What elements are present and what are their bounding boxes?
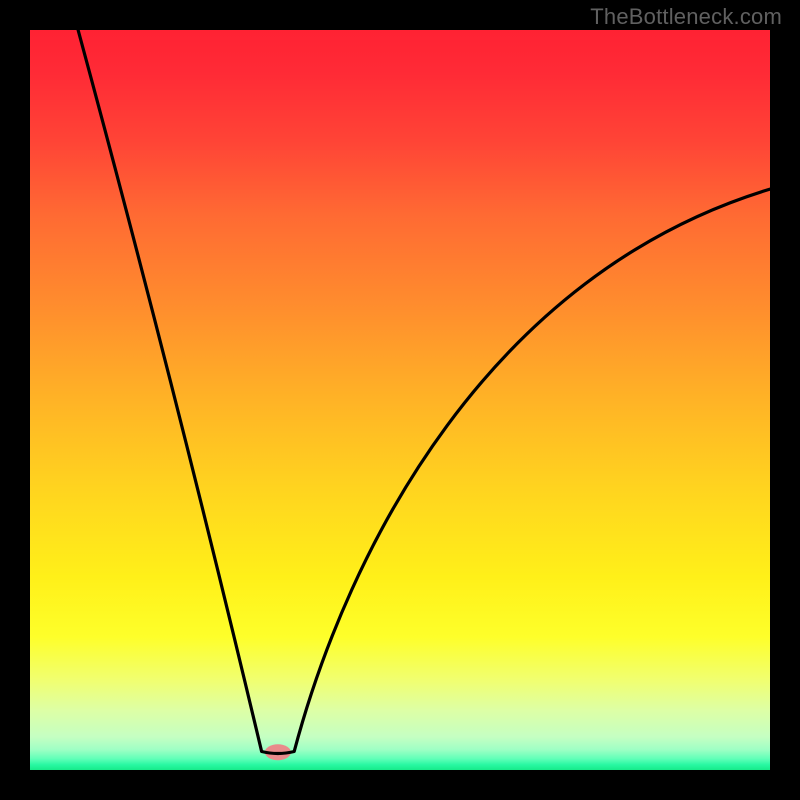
- bottleneck-chart: [0, 0, 800, 800]
- gradient-panel: [30, 30, 770, 770]
- chart-container: TheBottleneck.com: [0, 0, 800, 800]
- watermark-text: TheBottleneck.com: [590, 4, 782, 30]
